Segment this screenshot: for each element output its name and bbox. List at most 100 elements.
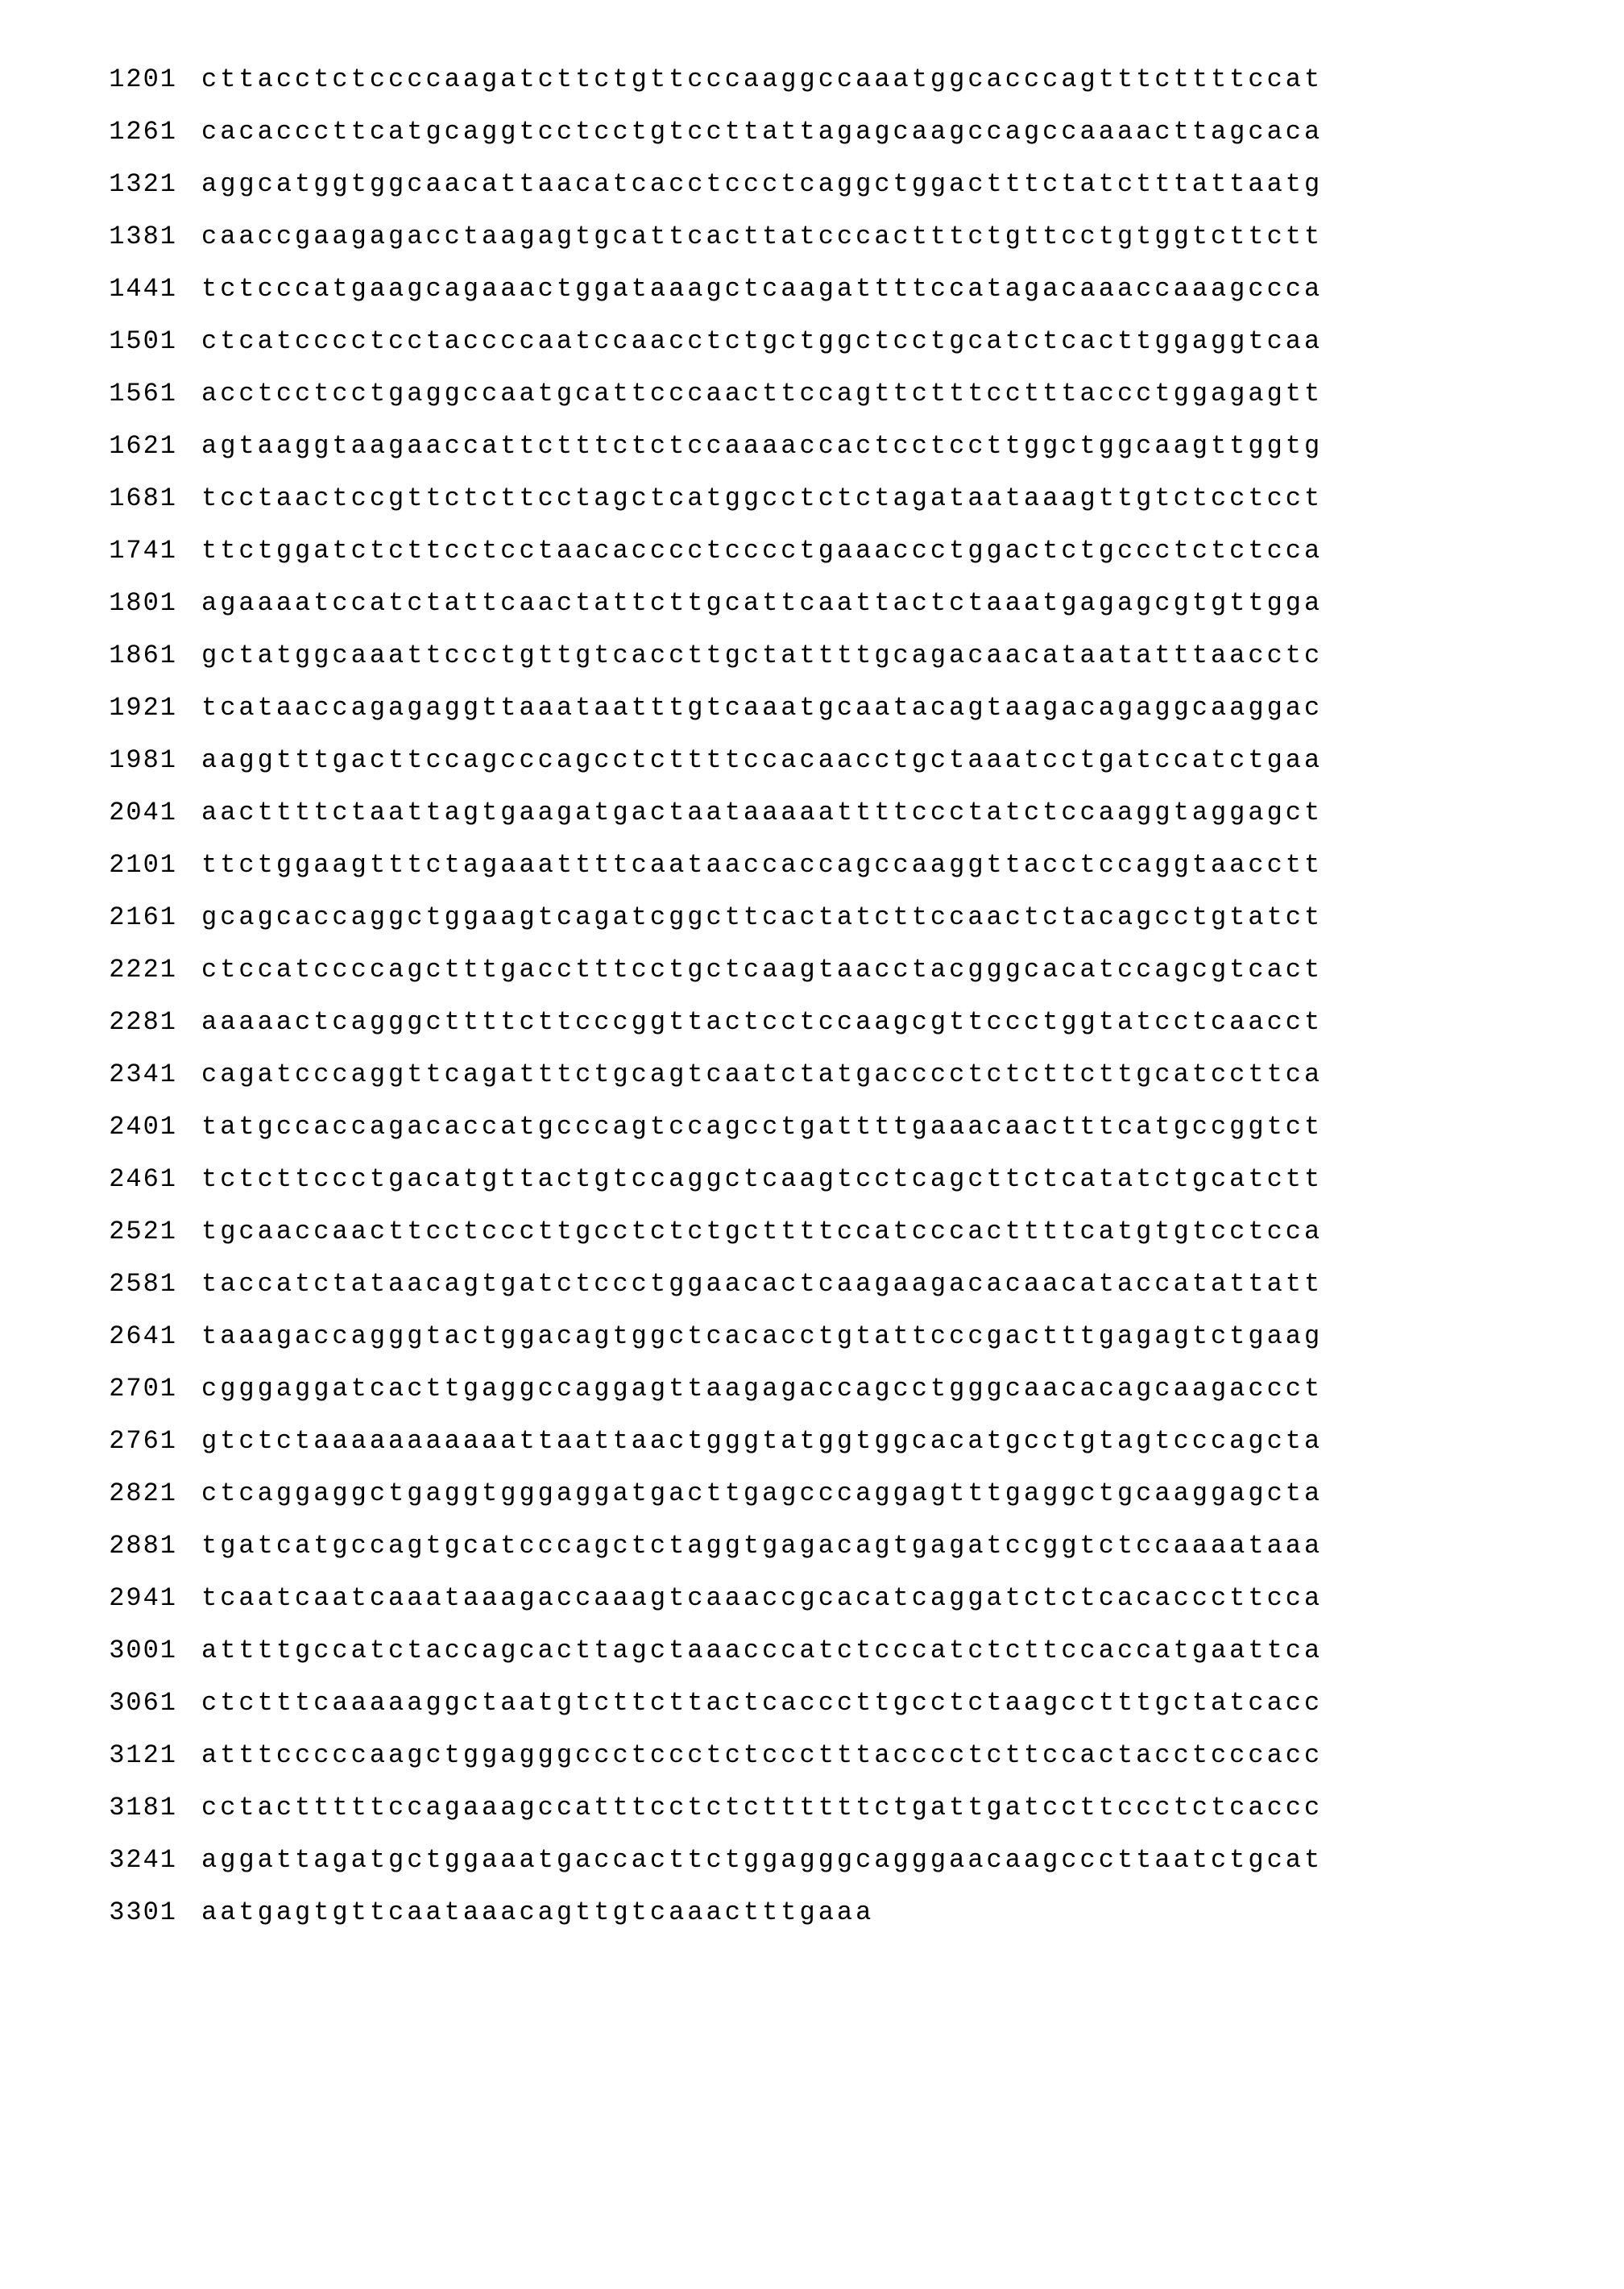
position-number: 2821 [81, 1478, 177, 1508]
position-number: 2581 [81, 1269, 177, 1299]
sequence-row: 1981 aaggtttgacttccagcccagcctcttttccacaac… [81, 745, 1543, 775]
sequence-bases: ctcatcccctcctaccccaatccaacctctgctggctcct… [201, 326, 1323, 356]
position-number: 2881 [81, 1531, 177, 1561]
sequence-bases: tcaatcaatcaaataaagaccaaagtcaaaccgcacatca… [201, 1583, 1323, 1613]
sequence-bases: tcctaactccgttctcttcctagctcatggcctctctaga… [201, 483, 1323, 513]
position-number: 1201 [81, 64, 177, 94]
sequence-bases: tctcttccctgacatgttactgtccaggctcaagtcctca… [201, 1164, 1323, 1194]
sequence-bases: cctactttttccagaaagccatttcctctcttttttctga… [201, 1793, 1323, 1822]
sequence-row: 3001 attttgccatctaccagcacttagctaaacccatct… [81, 1636, 1543, 1665]
position-number: 2401 [81, 1112, 177, 1142]
position-number: 1801 [81, 588, 177, 618]
sequence-bases: aacttttctaattagtgaagatgactaataaaaattttcc… [201, 798, 1323, 827]
sequence-bases: aggattagatgctggaaatgaccacttctggagggcaggg… [201, 1845, 1323, 1875]
position-number: 3001 [81, 1636, 177, 1665]
sequence-row: 3061 ctctttcaaaaaggctaatgtcttcttactcaccct… [81, 1688, 1543, 1718]
position-number: 3241 [81, 1845, 177, 1875]
sequence-row: 2221 ctccatccccagctttgacctttcctgctcaagtaa… [81, 955, 1543, 985]
sequence-row: 2041 aacttttctaattagtgaagatgactaataaaaatt… [81, 798, 1543, 827]
sequence-row: 3121 atttcccccaagctggagggccctccctctcccttt… [81, 1740, 1543, 1770]
sequence-bases: ctccatccccagctttgacctttcctgctcaagtaaccta… [201, 955, 1323, 985]
position-number: 2941 [81, 1583, 177, 1613]
position-number: 1561 [81, 379, 177, 408]
position-number: 1501 [81, 326, 177, 356]
sequence-row: 1621 agtaaggtaagaaccattctttctctccaaaaccac… [81, 431, 1543, 461]
sequence-row: 2581 taccatctataacagtgatctccctggaacactcaa… [81, 1269, 1543, 1299]
sequence-row: 1321aggcatggtggcaacattaacatcacctccctcagg… [81, 169, 1543, 199]
sequence-row: 2941 tcaatcaatcaaataaagaccaaagtcaaaccgcac… [81, 1583, 1543, 1613]
sequence-bases: ttctggatctcttcctcctaacacccctcccctgaaaccc… [201, 536, 1323, 566]
position-number: 2761 [81, 1426, 177, 1456]
sequence-bases: tgatcatgccagtgcatcccagctctaggtgagacagtga… [201, 1531, 1323, 1561]
sequence-row: 1801 agaaaatccatctattcaactattcttgcattcaat… [81, 588, 1543, 618]
sequence-row: 1441tctcccatgaagcagaaactggataaagctcaagat… [81, 274, 1543, 304]
position-number: 1261 [81, 117, 177, 147]
sequence-bases: tatgccaccagacaccatgcccagtccagcctgattttga… [201, 1112, 1323, 1142]
position-number: 1861 [81, 641, 177, 670]
sequence-bases: aaggtttgacttccagcccagcctcttttccacaacctgc… [201, 745, 1323, 775]
sequence-bases: atttcccccaagctggagggccctccctctccctttaccc… [201, 1740, 1323, 1770]
sequence-bases: aatgagtgttcaataaacagttgtcaaactttgaaa [201, 1897, 874, 1927]
sequence-bases: cacacccttcatgcaggtcctcctgtccttattagagcaa… [201, 117, 1323, 147]
position-number: 2521 [81, 1217, 177, 1246]
sequence-bases: attttgccatctaccagcacttagctaaacccatctccca… [201, 1636, 1323, 1665]
sequence-row: 2341cagatcccaggttcagatttctgcagtcaatctatg… [81, 1059, 1543, 1089]
sequence-bases: cagatcccaggttcagatttctgcagtcaatctatgaccc… [201, 1059, 1323, 1089]
sequence-bases: tcataaccagagaggttaaataatttgtcaaatgcaatac… [201, 693, 1323, 723]
sequence-row: 1861 gctatggcaaattccctgttgtcaccttgctatttt… [81, 641, 1543, 670]
sequence-row: 1681 tcctaactccgttctcttcctagctcatggcctctc… [81, 483, 1543, 513]
sequence-bases: ctctttcaaaaaggctaatgtcttcttactcacccttgcc… [201, 1688, 1323, 1718]
position-number: 1621 [81, 431, 177, 461]
sequence-row: 2881 tgatcatgccagtgcatcccagctctaggtgagaca… [81, 1531, 1543, 1561]
sequence-bases: taccatctataacagtgatctccctggaacactcaagaag… [201, 1269, 1323, 1299]
sequence-row: 1501 ctcatcccctcctaccccaatccaacctctgctggc… [81, 326, 1543, 356]
sequence-row: 2461tctcttccctgacatgttactgtccaggctcaagtc… [81, 1164, 1543, 1194]
sequence-bases: acctcctcctgaggccaatgcattcccaacttccagttct… [201, 379, 1323, 408]
position-number: 2641 [81, 1321, 177, 1351]
position-number: 3061 [81, 1688, 177, 1718]
sequence-row: 1261 cacacccttcatgcaggtcctcctgtccttattaga… [81, 117, 1543, 147]
sequence-row: 2401 tatgccaccagacaccatgcccagtccagcctgatt… [81, 1112, 1543, 1142]
position-number: 1381 [81, 222, 177, 251]
sequence-row: 2821 ctcaggaggctgaggtgggaggatgacttgagccca… [81, 1478, 1543, 1508]
sequence-row: 3241 aggattagatgctggaaatgaccacttctggagggc… [81, 1845, 1543, 1875]
sequence-row: 2701 cgggaggatcacttgaggccaggagttaagagacca… [81, 1374, 1543, 1404]
sequence-bases: cgggaggatcacttgaggccaggagttaagagaccagcct… [201, 1374, 1323, 1404]
sequence-row: 1381 caaccgaagagacctaagagtgcattcacttatccc… [81, 222, 1543, 251]
sequence-row: 1921 tcataaccagagaggttaaataatttgtcaaatgca… [81, 693, 1543, 723]
position-number: 2041 [81, 798, 177, 827]
sequence-row: 2521 tgcaaccaacttcctcccttgcctctctgcttttcc… [81, 1217, 1543, 1246]
sequence-row: 3181 cctactttttccagaaagccatttcctctctttttt… [81, 1793, 1543, 1822]
position-number: 1321 [81, 169, 177, 199]
sequence-row: 2641taaagaccagggtactggacagtggctcacacctgt… [81, 1321, 1543, 1351]
sequence-row: 1201 cttacctctccccaagatcttctgttcccaaggcca… [81, 64, 1543, 94]
position-number: 2101 [81, 850, 177, 880]
position-number: 2701 [81, 1374, 177, 1404]
position-number: 1441 [81, 274, 177, 304]
sequence-row: 1561 acctcctcctgaggccaatgcattcccaacttccag… [81, 379, 1543, 408]
sequence-bases: tgcaaccaacttcctcccttgcctctctgcttttccatcc… [201, 1217, 1323, 1246]
position-number: 2281 [81, 1007, 177, 1037]
sequence-bases: gtctctaaaaaaaaaaattaattaactgggtatggtggca… [201, 1426, 1323, 1456]
position-number: 1981 [81, 745, 177, 775]
sequence-bases: aaaaactcagggcttttcttcccggttactcctccaagcg… [201, 1007, 1323, 1037]
sequence-bases: caaccgaagagacctaagagtgcattcacttatcccactt… [201, 222, 1323, 251]
sequence-bases: cttacctctccccaagatcttctgttcccaaggccaaatg… [201, 64, 1323, 94]
sequence-row: 2281 aaaaactcagggcttttcttcccggttactcctcca… [81, 1007, 1543, 1037]
position-number: 1741 [81, 536, 177, 566]
position-number: 3181 [81, 1793, 177, 1822]
sequence-bases: ctcaggaggctgaggtgggaggatgacttgagcccaggag… [201, 1478, 1323, 1508]
position-number: 1921 [81, 693, 177, 723]
position-number: 3121 [81, 1740, 177, 1770]
position-number: 2221 [81, 955, 177, 985]
sequence-row: 1741 ttctggatctcttcctcctaacacccctcccctgaa… [81, 536, 1543, 566]
sequence-row: 2101ttctggaagtttctagaaattttcaataaccaccag… [81, 850, 1543, 880]
sequence-row: 2161gcagcaccaggctggaagtcagatcggcttcactat… [81, 902, 1543, 932]
sequence-bases: agaaaatccatctattcaactattcttgcattcaattact… [201, 588, 1323, 618]
position-number: 1681 [81, 483, 177, 513]
position-number: 3301 [81, 1897, 177, 1927]
sequence-bases: agtaaggtaagaaccattctttctctccaaaaccactcct… [201, 431, 1323, 461]
sequence-bases: gctatggcaaattccctgttgtcaccttgctattttgcag… [201, 641, 1323, 670]
sequence-row: 2761 gtctctaaaaaaaaaaattaattaactgggtatggt… [81, 1426, 1543, 1456]
sequence-bases: gcagcaccaggctggaagtcagatcggcttcactatcttc… [201, 902, 1323, 932]
